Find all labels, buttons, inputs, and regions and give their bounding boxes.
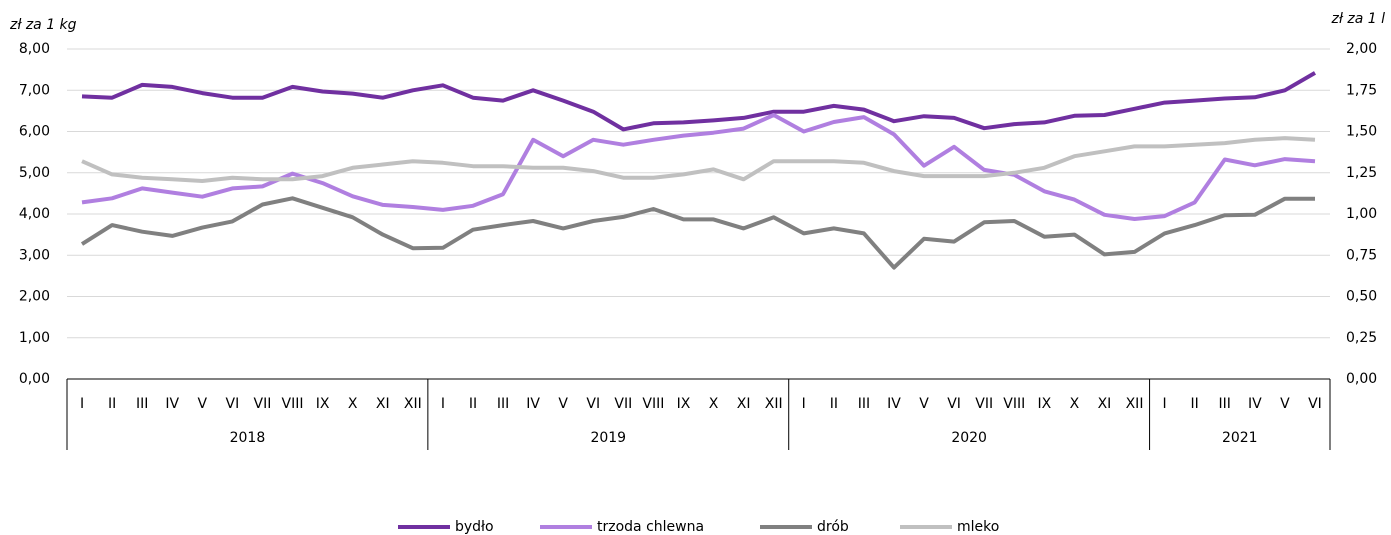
x-tick-label: II bbox=[469, 396, 477, 412]
y-tick-label: 5,00 bbox=[19, 165, 50, 181]
x-tick-label: III bbox=[858, 396, 870, 412]
x-group-label: 2021 bbox=[1222, 430, 1258, 446]
x-tick-label: VIII bbox=[282, 396, 304, 412]
x-tick-label: XI bbox=[1098, 396, 1112, 412]
y2-tick-label: 1,50 bbox=[1346, 124, 1377, 140]
x-tick-label: III bbox=[136, 396, 148, 412]
x-tick-label: XII bbox=[765, 396, 783, 412]
x-tick-label: V bbox=[919, 396, 929, 412]
x-tick-label: VI bbox=[1308, 396, 1322, 412]
x-tick-label: VII bbox=[975, 396, 993, 412]
x-tick-label: V bbox=[1280, 396, 1290, 412]
series-line bbox=[81, 113, 1316, 221]
y-tick-label: 7,00 bbox=[19, 82, 50, 98]
x-group-label: 2019 bbox=[590, 430, 626, 446]
x-tick-label: VI bbox=[586, 396, 600, 412]
legend-label: drób bbox=[817, 519, 849, 535]
y-tick-label: 6,00 bbox=[19, 124, 50, 140]
x-tick-label: I bbox=[1163, 396, 1167, 412]
x-tick-label: XII bbox=[1126, 396, 1144, 412]
x-tick-label: I bbox=[802, 396, 806, 412]
x-tick-label: V bbox=[198, 396, 208, 412]
legend-label: trzoda chlewna bbox=[597, 519, 704, 535]
x-tick-label: VII bbox=[614, 396, 632, 412]
x-tick-label: III bbox=[1219, 396, 1231, 412]
x-tick-label: I bbox=[441, 396, 445, 412]
series-line bbox=[81, 71, 1317, 132]
y2-tick-label: 0,50 bbox=[1346, 289, 1377, 305]
y2-tick-label: 2,00 bbox=[1346, 41, 1377, 57]
y2-tick-label: 1,25 bbox=[1346, 165, 1377, 181]
legend-label: bydło bbox=[455, 519, 494, 535]
x-group-label: 2018 bbox=[230, 430, 266, 446]
y-tick-label: 3,00 bbox=[19, 247, 50, 263]
y2-tick-label: 0,25 bbox=[1346, 330, 1377, 346]
x-tick-label: I bbox=[80, 396, 84, 412]
y-axis-title: zł za 1 kg bbox=[9, 17, 77, 33]
x-tick-label: X bbox=[348, 396, 358, 412]
x-tick-label: VII bbox=[254, 396, 272, 412]
x-tick-label: IV bbox=[887, 396, 901, 412]
x-tick-label: II bbox=[1191, 396, 1199, 412]
y2-axis-title: zł za 1 l bbox=[1331, 11, 1386, 27]
y2-tick-label: 0,00 bbox=[1346, 371, 1377, 387]
series-line bbox=[80, 196, 1315, 270]
x-tick-label: XI bbox=[737, 396, 751, 412]
y-tick-label: 0,00 bbox=[19, 371, 50, 387]
x-tick-label: II bbox=[830, 396, 838, 412]
y2-tick-label: 1,75 bbox=[1346, 82, 1377, 98]
x-tick-label: IX bbox=[1037, 396, 1051, 412]
x-tick-label: V bbox=[558, 396, 568, 412]
x-tick-label: IV bbox=[526, 396, 540, 412]
legend-label: mleko bbox=[957, 519, 999, 535]
x-tick-label: VI bbox=[226, 396, 240, 412]
x-tick-label: VI bbox=[947, 396, 961, 412]
x-tick-label: IV bbox=[165, 396, 179, 412]
x-tick-label: II bbox=[108, 396, 116, 412]
x-tick-label: XI bbox=[376, 396, 390, 412]
x-tick-label: VIII bbox=[642, 396, 664, 412]
x-tick-label: IV bbox=[1248, 396, 1262, 412]
y-tick-label: 8,00 bbox=[19, 41, 50, 57]
x-tick-label: IX bbox=[316, 396, 330, 412]
y2-tick-label: 1,00 bbox=[1346, 206, 1377, 222]
x-tick-label: III bbox=[497, 396, 509, 412]
x-tick-label: X bbox=[1070, 396, 1080, 412]
x-tick-label: IX bbox=[677, 396, 691, 412]
y-tick-label: 1,00 bbox=[19, 330, 50, 346]
series-line bbox=[81, 136, 1316, 183]
y-tick-label: 4,00 bbox=[19, 206, 50, 222]
x-tick-label: VIII bbox=[1003, 396, 1025, 412]
x-tick-label: X bbox=[709, 396, 719, 412]
y2-tick-label: 0,75 bbox=[1346, 247, 1377, 263]
y-tick-label: 2,00 bbox=[19, 289, 50, 305]
x-tick-label: XII bbox=[404, 396, 422, 412]
x-group-label: 2020 bbox=[951, 430, 987, 446]
